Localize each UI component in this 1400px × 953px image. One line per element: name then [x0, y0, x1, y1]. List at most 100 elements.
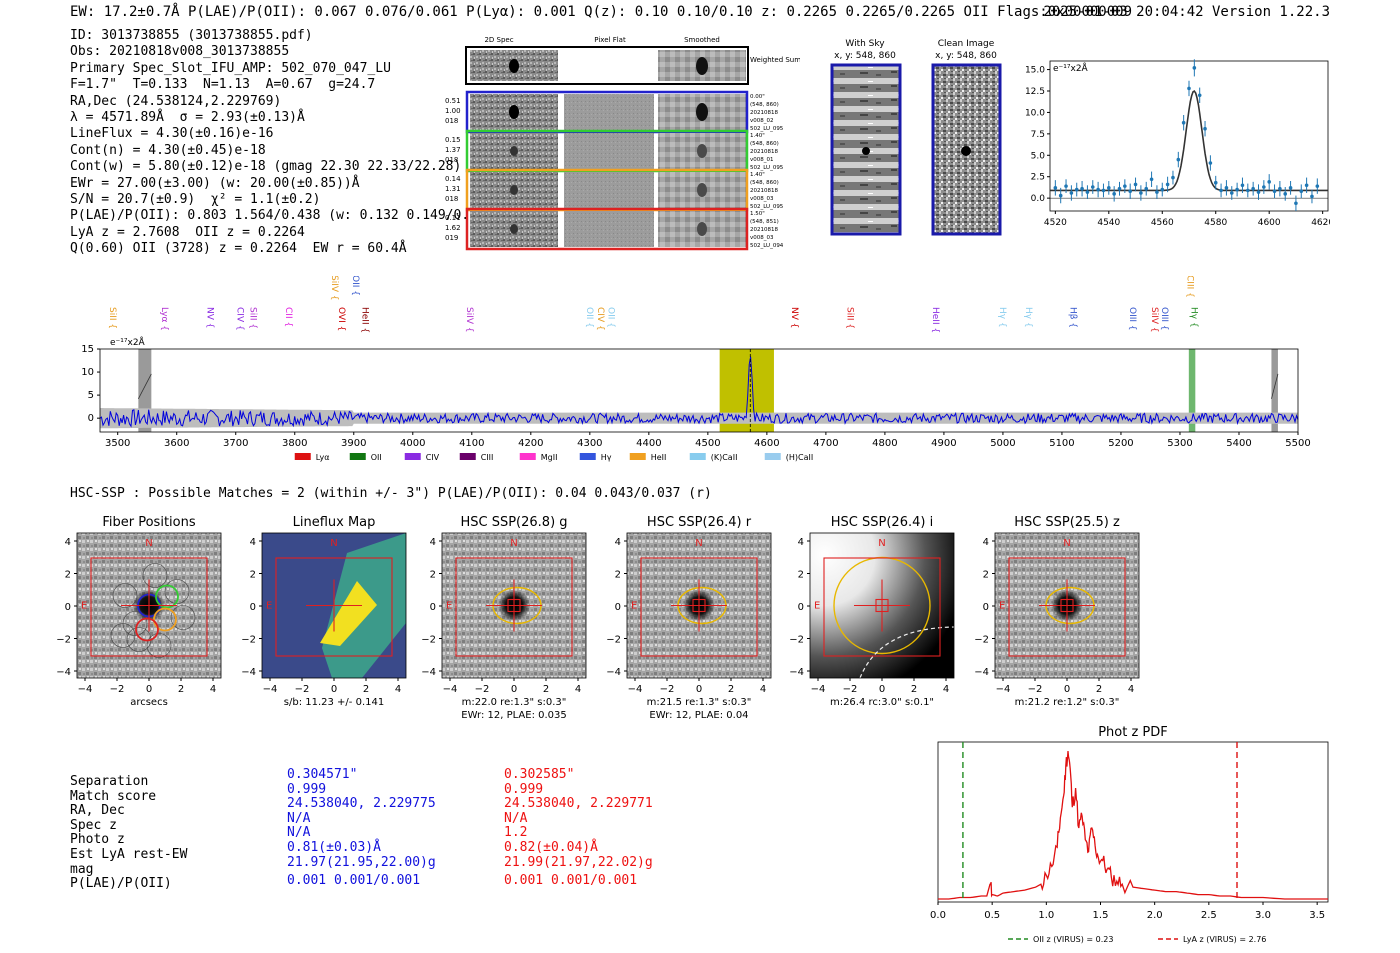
match-label: mag: [70, 861, 94, 877]
masked-region: [1271, 349, 1278, 432]
emission-line-label: Hβ {: [1068, 307, 1078, 328]
cutout-right-label: 20210818: [750, 227, 778, 233]
hsc-panel-title: Fiber Positions: [102, 515, 195, 530]
cutout-right-label: 1.50": [750, 211, 765, 217]
clean-coords: x, y: 548, 860: [935, 51, 997, 61]
legend-swatch: [349, 453, 366, 460]
compass-e: E: [999, 601, 1005, 612]
emission-line-label: Hγ {: [997, 307, 1007, 328]
cutout-left-label: 018: [445, 117, 458, 125]
emission-line-label: OII {: [584, 307, 594, 328]
legend-swatch: [629, 453, 646, 460]
emission-line-name: SiIV {: [329, 276, 339, 301]
emission-line-label: CIV {: [234, 307, 244, 331]
fiber-outline: [146, 633, 172, 658]
search-box: [90, 557, 208, 657]
hsc-ytick-label: 0: [983, 602, 989, 613]
emission-line-name: SiII {: [845, 307, 855, 329]
hsc-caption: s/b: 11.23 +/- 0.141: [284, 697, 384, 708]
emission-line-name: OIII {: [1127, 307, 1137, 331]
fit-data-point: [1240, 183, 1245, 188]
hsc-header: HSC-SSP : Possible Matches = 2 (within +…: [70, 486, 712, 501]
with-sky-title: With Sky: [845, 39, 885, 49]
emission-line-label: Hγ {: [1023, 307, 1033, 328]
cutout-smooth-source: [697, 183, 707, 197]
legend-label: CIV: [426, 453, 440, 462]
hsc-panel-title: HSC SSP(25.5) z: [1014, 515, 1120, 530]
hsc-xtick-label: −2: [110, 684, 125, 695]
emission-line-name: CIV {: [595, 307, 605, 331]
match-value: 24.538040, 2.229771: [504, 796, 653, 812]
compass-n: N: [1063, 538, 1070, 549]
cutout-left-label: 1.62: [445, 224, 461, 232]
hsc-xtick-label: 2: [543, 684, 549, 695]
hsc-panel-frame: [626, 532, 772, 679]
legend-swatch: [294, 453, 311, 460]
match-label: P(LAE)/P(OII): [70, 876, 172, 892]
fit-data-point: [1069, 191, 1074, 195]
hsc-xtick-label: 4: [1128, 684, 1134, 695]
spec-xtick-label: 5000: [990, 438, 1015, 449]
fit-xtick-label: 4520: [1044, 218, 1067, 228]
emission-line-label: SiII {: [247, 307, 257, 329]
hsc-ytick-label: −4: [789, 667, 804, 678]
emission-line-label: OII {: [606, 307, 616, 328]
emission-line-name: OII {: [584, 307, 594, 328]
hsc-ytick-label: −4: [56, 667, 71, 678]
search-box: [1008, 557, 1126, 657]
cutout-left-label: 018: [445, 156, 458, 164]
emission-line-name: NV {: [204, 307, 214, 328]
emission-line-name: OIII {: [1159, 307, 1169, 331]
emission-line-name: SiII {: [247, 307, 257, 329]
spec-ytick-label: 0: [88, 413, 94, 424]
cutout-smooth-source: [697, 222, 707, 236]
hsc-panel-title: HSC SSP(26.8) g: [460, 515, 567, 530]
info-line: Cont(w) = 5.80(±0.12)e-18 (gmag 22.30 22…: [70, 159, 462, 175]
info-line: Q(0.60) OII (3728) z = 0.2264 EW r = 60.…: [70, 241, 407, 257]
fit-data-point: [1107, 186, 1111, 190]
info-line: RA,Dec (24.538124,2.229769): [70, 93, 282, 109]
match-column-1: 0.304571" 0.999 24.538040, 2.229775 N/A N/A 0…: [287, 767, 436, 889]
cutout-left-label: 0.51: [445, 97, 461, 105]
hsc-xtick-label: 2: [178, 684, 184, 695]
legend-swatch: [689, 453, 706, 460]
emission-line-label: SiII {: [107, 307, 117, 329]
hsc-xtick-label: 4: [395, 684, 401, 695]
fit-data-point: [1197, 93, 1202, 98]
spec-xtick-label: 3500: [105, 438, 130, 449]
hsc-caption: m:21.2 re:1.2" s:0.3": [1015, 697, 1120, 708]
fiber-outline: [112, 583, 138, 608]
fit-data-point: [1288, 186, 1293, 190]
pdf-xtick-label: 1.0: [1038, 910, 1054, 921]
fit-data-point: [1133, 182, 1138, 187]
hsc-ytick-label: 0: [615, 602, 621, 613]
hsc-ytick-label: −4: [421, 667, 436, 678]
fit-data-point: [1229, 191, 1234, 195]
hsc-ytick-label: 0: [250, 602, 256, 613]
emission-line-label: NV {: [789, 307, 799, 328]
match-value: 0.001 0.001/0.001: [504, 873, 638, 889]
cutout-frame: [465, 207, 749, 251]
fit-data-point: [1181, 120, 1186, 125]
hsc-caption: m:21.5 re:1.3" s:0.3": [647, 697, 752, 708]
hsc-ytick-label: 4: [615, 537, 621, 548]
info-line: Cont(n) = 4.30(±0.45)e-18: [70, 142, 266, 158]
col-title-smooth: Smoothed: [684, 36, 720, 44]
hsc-panel-frame: [261, 532, 407, 679]
legend-label: OII: [371, 453, 382, 462]
compass-e: E: [814, 601, 820, 612]
emission-line-label: CII {: [283, 307, 293, 327]
hsc-ytick-label: 2: [250, 570, 256, 581]
fiber-outline: [110, 623, 136, 648]
emission-line-name: Hβ {: [1068, 307, 1078, 328]
match-value: N/A: [504, 810, 528, 826]
weighted-sum-label: Weighted Sum: [750, 56, 800, 64]
center-box: [507, 598, 521, 613]
hsc-caption: m:22.0 re:1.3" s:0.3": [462, 697, 567, 708]
spec-xtick-label: 3600: [164, 438, 189, 449]
emission-line-label: OIII {: [1127, 307, 1137, 331]
hsc-xtick-label: −2: [295, 684, 310, 695]
spec-xtick-label: 4900: [931, 438, 956, 449]
fit-ytick-label: 12.5: [1025, 87, 1045, 97]
cutout-right-label: 502_LU_095: [750, 165, 784, 171]
